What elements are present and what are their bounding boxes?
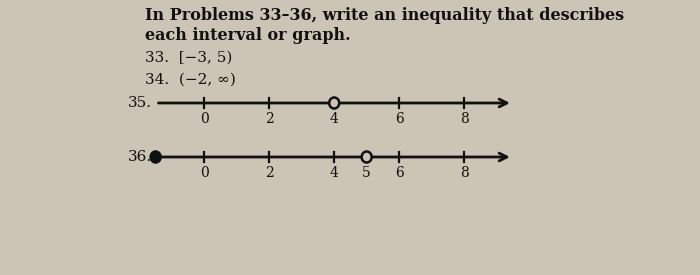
Text: 8: 8 bbox=[460, 112, 468, 126]
Text: 6: 6 bbox=[395, 112, 403, 126]
Text: 36.: 36. bbox=[128, 150, 153, 164]
Text: 6: 6 bbox=[395, 166, 403, 180]
Text: 5: 5 bbox=[363, 166, 371, 180]
Text: 8: 8 bbox=[460, 166, 468, 180]
Circle shape bbox=[329, 98, 340, 109]
Text: 2: 2 bbox=[265, 166, 274, 180]
Text: 4: 4 bbox=[330, 166, 339, 180]
Text: 34.  (−2, ∞): 34. (−2, ∞) bbox=[145, 73, 235, 87]
Text: In Problems 33–36, write an inequality that describes: In Problems 33–36, write an inequality t… bbox=[145, 7, 624, 24]
Text: 35.: 35. bbox=[128, 96, 152, 110]
Circle shape bbox=[150, 152, 161, 163]
Text: each interval or graph.: each interval or graph. bbox=[145, 27, 350, 44]
Text: 0: 0 bbox=[200, 112, 209, 126]
Circle shape bbox=[362, 152, 372, 163]
Text: 0: 0 bbox=[200, 166, 209, 180]
Text: 2: 2 bbox=[265, 112, 274, 126]
Text: 33.  [−3, 5): 33. [−3, 5) bbox=[145, 51, 232, 65]
Text: 4: 4 bbox=[330, 112, 339, 126]
